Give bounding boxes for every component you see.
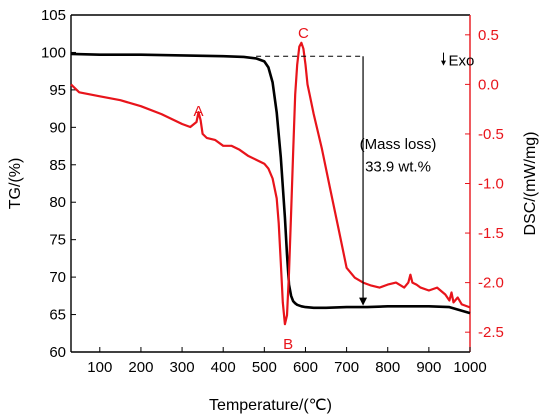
y-right-tick-label: -0.5	[478, 126, 504, 143]
y-right-tick-label: 0.0	[478, 76, 499, 93]
series	[70, 41, 471, 326]
x-tick-label: 400	[211, 359, 236, 376]
x-tick-label: 100	[87, 359, 112, 376]
y-right-tick-label: 0.5	[478, 27, 499, 44]
exo-arrow-head	[440, 60, 446, 66]
annotations: A B C (Mass loss) 33.9 wt.% Exo	[194, 25, 475, 353]
y-left-tick-label: 75	[49, 232, 66, 249]
x-tick-label: 500	[252, 359, 277, 376]
annotation-label: C	[298, 25, 309, 42]
x-tick-label: 200	[128, 359, 153, 376]
y-right-tick-label: -1.5	[478, 225, 504, 242]
y-left-tick-label: 65	[49, 307, 66, 324]
annotation-label: 33.9 wt.%	[365, 159, 431, 176]
x-axis-title: Temperature/(℃)	[209, 397, 332, 414]
tg-curve	[70, 52, 471, 315]
dsc-curve	[70, 41, 471, 326]
x-tick-label: 600	[293, 359, 318, 376]
x-tick-label: 700	[334, 359, 359, 376]
y-left-tick-label: 100	[41, 44, 66, 61]
axes: 100 200 300 400 500 600 700 800 900 1000 60 65 70 75 8…	[41, 7, 504, 376]
y-left-tick-label: 105	[41, 7, 66, 24]
annotation-label: B	[283, 336, 293, 353]
y-right-axis-title: DSC/(mW/mg)	[522, 132, 539, 236]
annotation-label: Exo	[448, 53, 474, 70]
y-left-tick-label: 60	[49, 344, 66, 361]
annotation-label: A	[194, 103, 204, 120]
y-right-tick-label: -2.0	[478, 275, 504, 292]
y-left-tick-label: 80	[49, 194, 66, 211]
x-tick-label: 900	[416, 359, 441, 376]
y-left-tick-label: 70	[49, 269, 66, 286]
y-left-tick-label: 95	[49, 82, 66, 99]
y-right-tick-label: -1.0	[478, 176, 504, 193]
x-tick-label: 300	[170, 359, 195, 376]
y-right-tick-label: -2.5	[478, 324, 504, 341]
y-left-tick-label: 85	[49, 157, 66, 174]
mass-loss-arrow-head	[359, 297, 368, 306]
x-tick-label: 1000	[453, 359, 486, 376]
annotation-label: (Mass loss)	[360, 136, 437, 153]
y-left-axis-title: TG/(%)	[7, 158, 24, 210]
y-left-tick-label: 90	[49, 119, 66, 136]
x-tick-label: 800	[375, 359, 400, 376]
